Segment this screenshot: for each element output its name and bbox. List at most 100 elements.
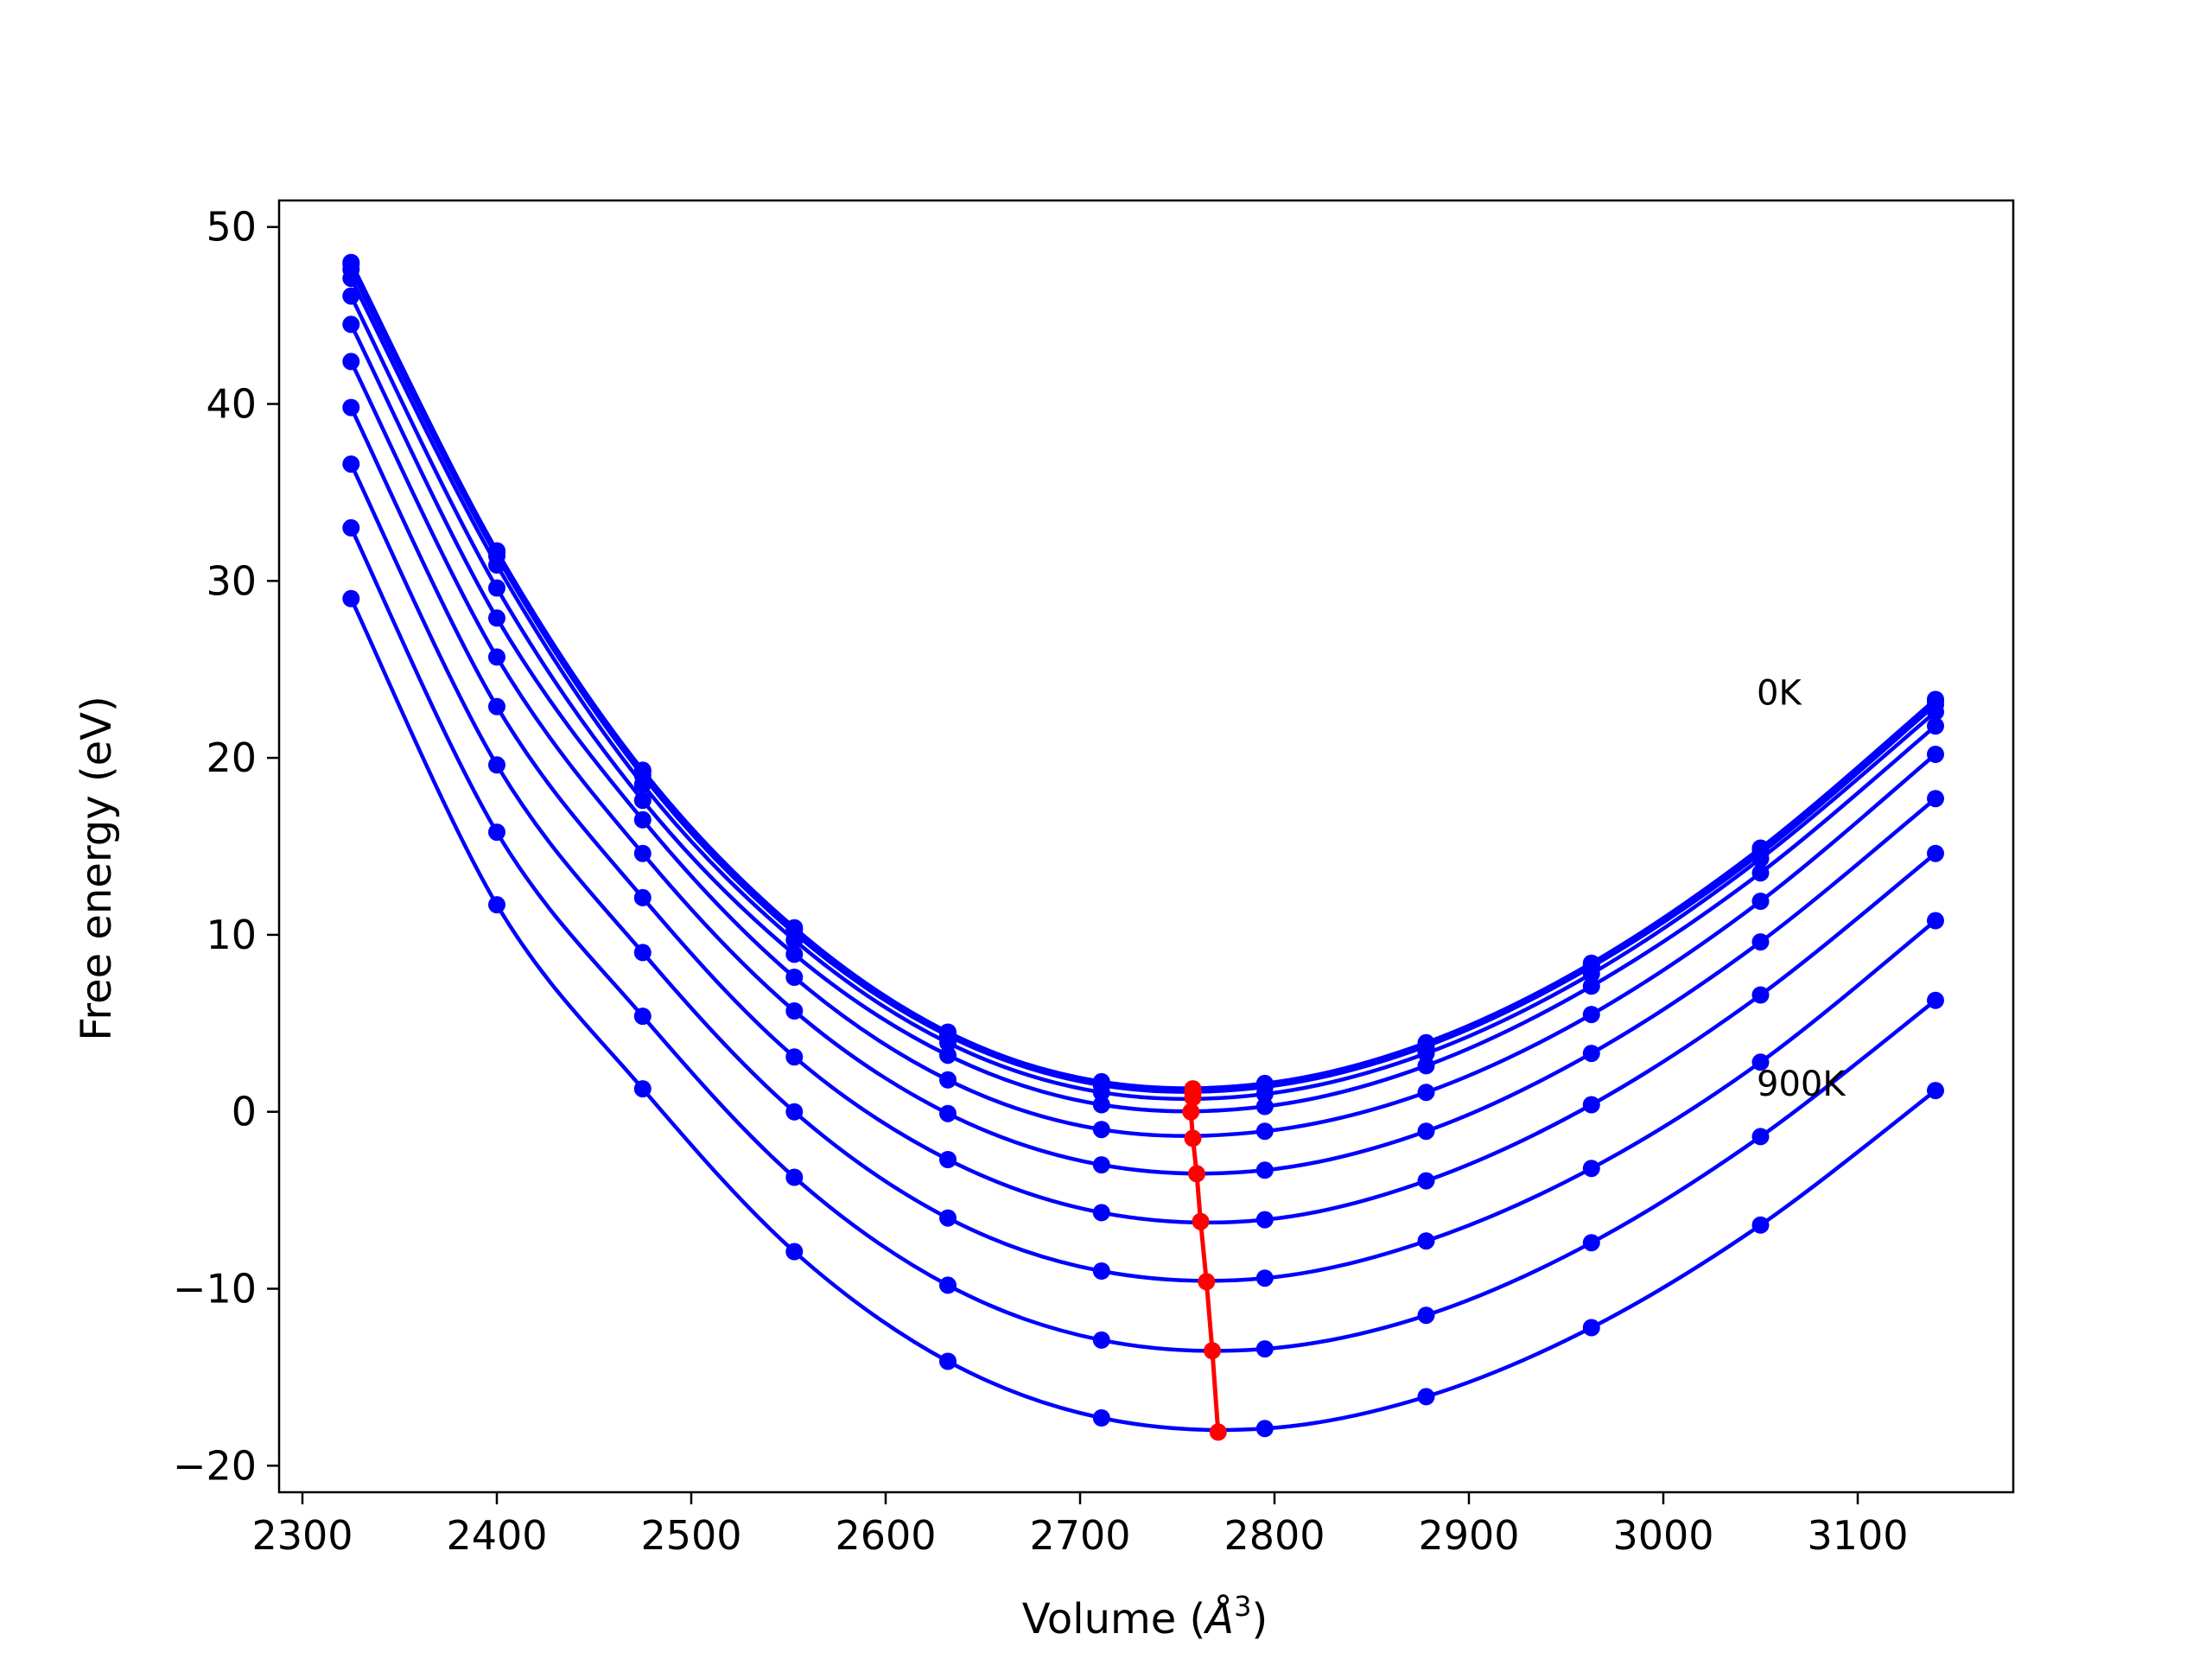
data-point <box>488 648 505 666</box>
data-point <box>488 579 505 597</box>
data-point <box>1417 1122 1435 1141</box>
data-point <box>1092 1084 1110 1102</box>
data-point <box>1582 1006 1600 1024</box>
minimum-curve <box>1182 1080 1227 1441</box>
x-tick-label: 2800 <box>1224 1512 1325 1559</box>
data-point <box>342 455 360 474</box>
data-point <box>1751 986 1770 1004</box>
data-point <box>1927 746 1944 763</box>
data-point <box>785 969 804 986</box>
data-point <box>1751 1053 1770 1071</box>
annotations: 0K 900K <box>1757 673 1847 1104</box>
data-point <box>633 1080 652 1098</box>
data-point <box>785 1243 804 1261</box>
data-point <box>1751 864 1770 882</box>
data-point <box>1255 1420 1274 1438</box>
data-point <box>1582 1234 1600 1252</box>
data-point <box>1255 1211 1274 1229</box>
data-point <box>785 1048 804 1066</box>
x-axis-label-superscript: 3 <box>1234 1590 1251 1623</box>
data-point <box>939 1151 957 1168</box>
data-point <box>1927 702 1944 721</box>
y-tick-label: −20 <box>173 1442 257 1489</box>
data-point <box>1417 1172 1435 1190</box>
series-line <box>349 277 1937 1101</box>
data-point <box>1092 1096 1110 1114</box>
data-point <box>1255 1269 1274 1287</box>
data-point <box>939 1276 957 1294</box>
data-point <box>1255 1122 1274 1141</box>
data-point <box>1255 1097 1274 1116</box>
data-point <box>785 1103 804 1121</box>
data-point <box>1927 844 1944 862</box>
data-point <box>1582 965 1600 982</box>
data-point <box>488 896 505 914</box>
data-point <box>342 398 360 416</box>
data-point <box>488 823 505 842</box>
data-point <box>1417 1084 1435 1102</box>
minimum-point <box>1198 1273 1216 1291</box>
data-point <box>1582 1096 1600 1114</box>
minimum-point <box>1188 1165 1205 1183</box>
y-tick-label: 30 <box>206 557 257 604</box>
x-tick-label: 2600 <box>835 1512 936 1559</box>
data-point <box>633 888 652 906</box>
series-line <box>349 295 1937 1114</box>
data-point <box>1092 1409 1110 1427</box>
series-curves <box>349 261 1937 1433</box>
minimum-point <box>1192 1212 1210 1230</box>
x-axis-ticks: 2300 2400 2500 2600 2700 2800 2900 3000 3100 <box>251 1492 1909 1559</box>
data-point <box>1582 1160 1600 1178</box>
data-point <box>939 1209 957 1227</box>
y-axis-label: Free energy (eV) <box>73 696 121 1040</box>
series-points <box>342 253 1944 1438</box>
data-point <box>1417 1057 1435 1075</box>
y-tick-label: 20 <box>206 734 257 781</box>
data-point <box>1092 1121 1110 1139</box>
data-point <box>939 1033 957 1052</box>
data-point <box>633 791 652 810</box>
minimum-point <box>1184 1129 1202 1147</box>
data-point <box>1927 790 1944 808</box>
data-point <box>1417 1388 1435 1406</box>
plot-frame <box>277 199 2015 1494</box>
x-tick-label: 3100 <box>1807 1512 1908 1559</box>
data-point <box>1751 849 1770 868</box>
x-tick-label: 2700 <box>1029 1512 1130 1559</box>
data-point <box>1417 1306 1435 1325</box>
data-point <box>342 589 360 607</box>
data-point <box>1751 1128 1770 1146</box>
data-point <box>342 353 360 371</box>
data-point <box>1751 933 1770 951</box>
data-point <box>1092 1331 1110 1349</box>
data-point <box>1092 1262 1110 1280</box>
data-point <box>1255 1085 1274 1103</box>
minimum-point <box>1204 1342 1221 1360</box>
x-axis-label-text: Volume ( <box>1022 1595 1206 1643</box>
data-point <box>1582 977 1600 995</box>
curve-annotation: 0K <box>1757 673 1802 713</box>
minimum-point <box>1209 1423 1227 1441</box>
data-point <box>1255 1340 1274 1358</box>
data-point <box>1417 1045 1435 1063</box>
data-point <box>1417 1232 1435 1250</box>
data-point <box>939 1352 957 1370</box>
data-point <box>939 1046 957 1065</box>
data-point <box>1092 1156 1110 1174</box>
data-point <box>488 697 505 715</box>
x-tick-label: 2300 <box>251 1512 353 1559</box>
y-tick-label: −10 <box>173 1265 257 1312</box>
data-point <box>785 1168 804 1186</box>
data-point <box>488 756 505 774</box>
data-point <box>1927 991 1944 1009</box>
data-point <box>939 1071 957 1089</box>
data-point <box>1255 1161 1274 1179</box>
data-point <box>488 609 505 627</box>
data-point <box>1927 912 1944 930</box>
data-point <box>1751 893 1770 910</box>
data-point <box>633 775 652 793</box>
data-point <box>633 944 652 962</box>
y-tick-label: 0 <box>232 1089 257 1135</box>
